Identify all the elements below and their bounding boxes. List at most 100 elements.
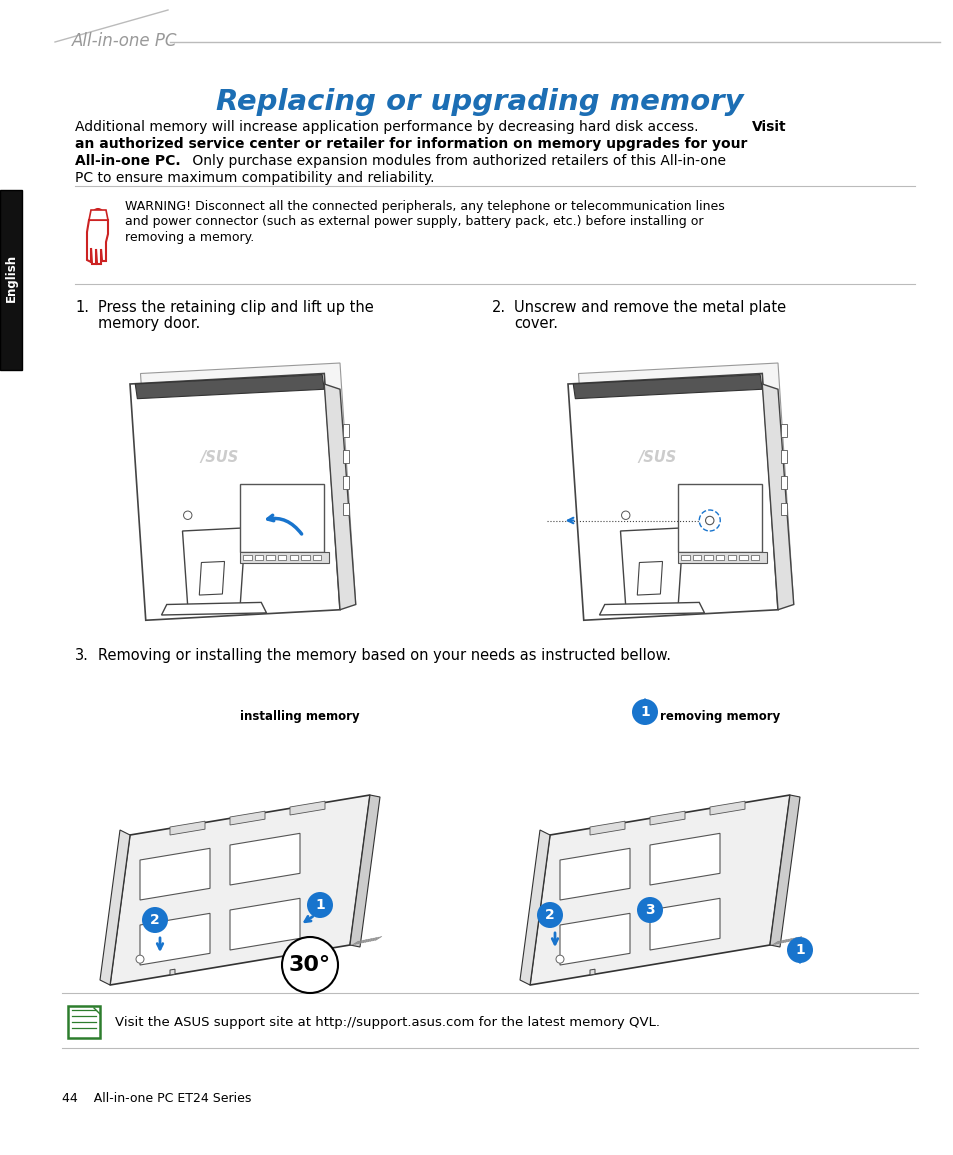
Text: removing memory: removing memory — [659, 710, 780, 723]
Text: memory door.: memory door. — [98, 316, 200, 331]
FancyBboxPatch shape — [290, 556, 297, 560]
Text: /SUS: /SUS — [638, 450, 676, 465]
Text: installing memory: installing memory — [240, 710, 359, 723]
Polygon shape — [364, 939, 372, 942]
Polygon shape — [779, 939, 786, 944]
FancyBboxPatch shape — [680, 556, 689, 560]
FancyBboxPatch shape — [739, 556, 747, 560]
FancyBboxPatch shape — [703, 556, 712, 560]
Polygon shape — [290, 802, 325, 815]
FancyBboxPatch shape — [781, 424, 786, 437]
Polygon shape — [140, 848, 210, 900]
Polygon shape — [170, 821, 205, 835]
Circle shape — [637, 897, 662, 923]
Polygon shape — [375, 937, 381, 940]
FancyBboxPatch shape — [343, 476, 349, 489]
Text: cover.: cover. — [514, 316, 558, 331]
FancyBboxPatch shape — [692, 556, 700, 560]
Polygon shape — [573, 374, 761, 398]
Circle shape — [246, 511, 254, 520]
FancyBboxPatch shape — [343, 424, 349, 437]
FancyBboxPatch shape — [277, 556, 286, 560]
Polygon shape — [619, 528, 682, 606]
Text: 1: 1 — [639, 705, 649, 720]
Text: 3.: 3. — [75, 648, 89, 663]
Text: Press the retaining clip and lift up the: Press the retaining clip and lift up the — [98, 300, 374, 315]
Polygon shape — [199, 561, 224, 595]
Polygon shape — [791, 937, 799, 941]
Polygon shape — [794, 937, 801, 940]
Polygon shape — [170, 969, 174, 975]
Polygon shape — [324, 383, 355, 610]
Text: Unscrew and remove the metal plate: Unscrew and remove the metal plate — [514, 300, 785, 315]
Polygon shape — [649, 811, 684, 825]
Text: /SUS: /SUS — [200, 450, 238, 465]
Polygon shape — [230, 834, 299, 885]
Polygon shape — [559, 848, 629, 900]
Polygon shape — [355, 940, 361, 945]
Text: 3: 3 — [644, 903, 654, 917]
Polygon shape — [110, 795, 370, 985]
Text: Removing or installing the memory based on your needs as instructed bellow.: Removing or installing the memory based … — [98, 648, 670, 663]
FancyBboxPatch shape — [781, 450, 786, 463]
Circle shape — [705, 516, 713, 524]
Polygon shape — [783, 939, 791, 942]
Polygon shape — [567, 373, 778, 620]
Polygon shape — [530, 795, 789, 985]
FancyBboxPatch shape — [781, 476, 786, 489]
Text: Visit the ASUS support site at http://support.asus.com for the latest memory QVL: Visit the ASUS support site at http://su… — [115, 1016, 659, 1029]
Circle shape — [183, 511, 192, 520]
Polygon shape — [356, 940, 364, 944]
Polygon shape — [350, 795, 379, 947]
Polygon shape — [361, 939, 369, 942]
Polygon shape — [789, 938, 796, 941]
FancyBboxPatch shape — [240, 484, 324, 552]
Polygon shape — [135, 374, 324, 398]
Text: WARNING! Disconnect all the connected peripherals, any telephone or telecommunic: WARNING! Disconnect all the connected pe… — [125, 200, 724, 213]
Polygon shape — [352, 941, 359, 945]
Polygon shape — [519, 830, 550, 985]
Text: All-in-one PC: All-in-one PC — [71, 32, 177, 50]
Circle shape — [136, 955, 144, 963]
Polygon shape — [130, 373, 339, 620]
FancyBboxPatch shape — [301, 556, 309, 560]
Text: 2.: 2. — [492, 300, 506, 315]
Polygon shape — [372, 937, 379, 941]
Text: 1.: 1. — [75, 300, 89, 315]
Polygon shape — [559, 914, 629, 964]
FancyBboxPatch shape — [781, 502, 786, 515]
Circle shape — [307, 892, 333, 918]
Polygon shape — [100, 830, 130, 985]
Polygon shape — [230, 899, 299, 951]
Polygon shape — [771, 941, 779, 945]
Polygon shape — [578, 363, 793, 614]
Polygon shape — [598, 603, 703, 614]
Polygon shape — [369, 938, 376, 941]
Polygon shape — [649, 834, 720, 885]
Circle shape — [631, 699, 658, 725]
Polygon shape — [161, 603, 266, 614]
Text: All-in-one PC.: All-in-one PC. — [75, 154, 180, 167]
Circle shape — [142, 907, 168, 933]
Text: an authorized service center or retailer for information on memory upgrades for : an authorized service center or retailer… — [75, 137, 746, 151]
Polygon shape — [140, 363, 355, 614]
FancyBboxPatch shape — [678, 552, 767, 562]
Polygon shape — [87, 219, 108, 264]
Text: English: English — [5, 254, 17, 303]
Text: 1: 1 — [314, 897, 325, 912]
Polygon shape — [140, 914, 210, 964]
Circle shape — [699, 511, 720, 531]
Circle shape — [684, 511, 692, 520]
Text: Replacing or upgrading memory: Replacing or upgrading memory — [216, 88, 743, 116]
FancyBboxPatch shape — [240, 552, 329, 562]
Polygon shape — [182, 528, 245, 606]
Circle shape — [621, 511, 629, 520]
Text: 44    All-in-one PC ET24 Series: 44 All-in-one PC ET24 Series — [62, 1091, 251, 1105]
Polygon shape — [786, 938, 794, 942]
Text: removing a memory.: removing a memory. — [125, 231, 254, 244]
Polygon shape — [230, 811, 265, 825]
Circle shape — [556, 955, 563, 963]
Text: 2: 2 — [150, 912, 160, 927]
Polygon shape — [589, 821, 624, 835]
Polygon shape — [769, 795, 800, 947]
